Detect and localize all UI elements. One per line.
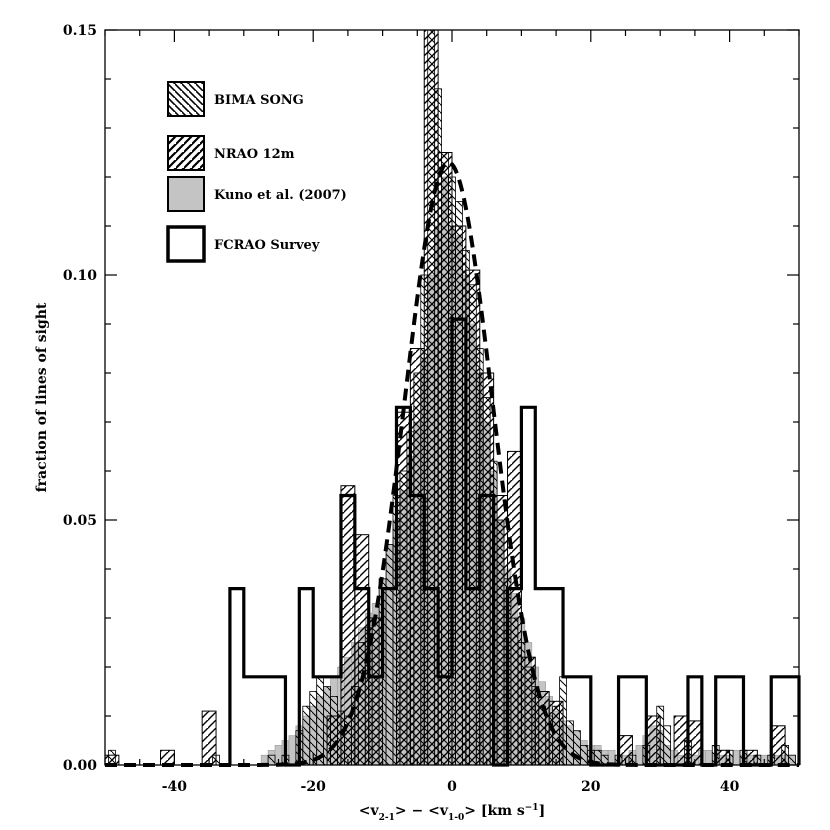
axis-ticks: [104, 29, 800, 766]
x-axis-label-part: <v: [359, 803, 380, 819]
x-axis-label-part: ]: [539, 803, 546, 819]
nrao-12m-bar: [687, 720, 703, 766]
nrao-12m-bar: [340, 485, 356, 766]
nrao-12m-bar: [742, 749, 758, 766]
nrao-12m-bar: [423, 29, 439, 766]
x-tick-label: 40: [720, 779, 740, 795]
x-tick-label: 20: [581, 779, 601, 795]
x-tick-label: 0: [447, 779, 457, 795]
kuno-bar: [288, 735, 297, 766]
legend: BIMA SONG NRAO 12m Kuno et al. (2007) FC…: [166, 81, 347, 263]
nrao-12m-bar: [645, 715, 661, 766]
bima-song-bar: [579, 745, 588, 766]
bima-song-bar: [316, 676, 325, 766]
bima-song-bar: [267, 754, 276, 766]
legend-swatch-kuno: [167, 176, 205, 212]
legend-label-bima-song: BIMA SONG: [214, 93, 304, 108]
nrao-12m-bar: [437, 152, 453, 766]
x-tick-labels: -40 -20 0 20 40: [162, 779, 740, 795]
legend-swatch-nrao-12m: [167, 135, 205, 171]
x-axis-label-sup: −1: [525, 803, 539, 813]
y-tick-label: 0.15: [63, 23, 97, 39]
series-nrao-12m: [104, 29, 786, 766]
kuno-bar: [635, 745, 644, 766]
nrao-12m-bar: [493, 495, 509, 766]
nrao-12m-bar: [548, 700, 564, 766]
y-axis-label: fraction of lines of sight: [34, 302, 50, 492]
nrao-12m-bar: [201, 710, 217, 766]
bima-song-bar: [302, 705, 311, 766]
bima-song-bar: [663, 725, 672, 766]
series-fcrao-survey: [228, 317, 801, 767]
nrao-12m-bar: [479, 372, 495, 766]
nrao-12m-bar: [326, 715, 342, 766]
y-tick-label: 0.10: [63, 268, 97, 284]
bima-song-bar: [385, 544, 394, 766]
nrao-12m-bar: [507, 450, 522, 766]
legend-swatch-bima-song: [167, 81, 205, 117]
y-tick-label: 0.00: [63, 758, 97, 774]
legend-swatch-fcrao-survey: [166, 225, 206, 263]
nrao-12m-bar: [673, 715, 689, 766]
y-tick-labels: 0.00 0.05 0.10 0.15: [63, 23, 97, 774]
nrao-12m-bar: [715, 749, 731, 766]
x-axis-label: <v2-1> − <v1-0> [km s−1]: [359, 803, 545, 823]
y-tick-label: 0.05: [63, 513, 97, 529]
nrao-12m-bar: [160, 749, 175, 766]
legend-label-fcrao-survey: FCRAO Survey: [214, 238, 320, 253]
kuno-bar: [732, 749, 741, 766]
bima-song-bar: [566, 720, 574, 766]
kuno-bar: [705, 749, 713, 766]
x-axis-label-sub2: 1-0: [448, 813, 464, 823]
x-axis-label-sub1: 2-1: [379, 813, 395, 823]
nrao-12m-bar: [770, 725, 786, 766]
x-tick-label: -20: [301, 779, 327, 795]
legend-label-nrao-12m: NRAO 12m: [214, 147, 295, 162]
nrao-12m-bar: [409, 348, 425, 766]
fcrao-survey-outline: [228, 317, 801, 767]
nrao-12m-bar: [451, 225, 467, 766]
nrao-12m-bar: [534, 691, 550, 766]
x-axis-label-part: > − <v: [395, 803, 449, 819]
nrao-12m-bar: [465, 269, 481, 766]
x-tick-label: -40: [162, 779, 188, 795]
x-axis-label-part: > [km s: [464, 803, 525, 819]
nrao-12m-bar: [354, 534, 370, 766]
legend-label-kuno: Kuno et al. (2007): [214, 188, 347, 203]
